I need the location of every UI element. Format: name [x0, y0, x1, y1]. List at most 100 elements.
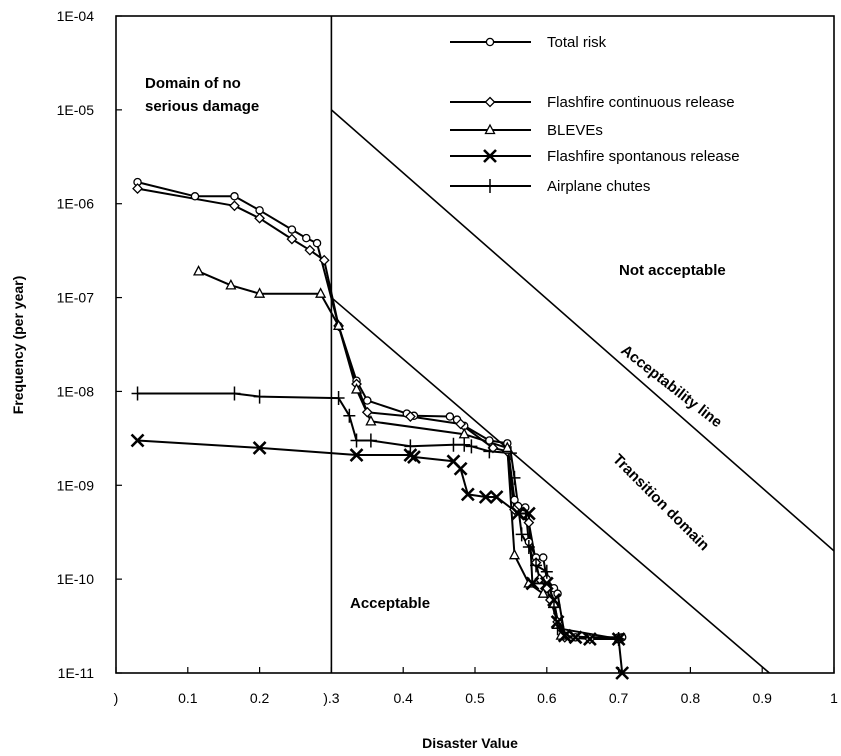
x-tick-label: ) — [114, 690, 119, 706]
point-flashfire-spontanous-release — [252, 441, 267, 455]
x-tick-label: 0.1 — [178, 690, 198, 706]
legend-item-airplane-chutes: Airplane chutes — [450, 178, 650, 195]
point-flashfire-spontanous-release — [525, 576, 540, 591]
point-flashfire-spontanous-release — [460, 487, 475, 502]
point-airplane-chutes — [483, 444, 496, 459]
point-total-risk — [538, 553, 548, 562]
point-total-risk — [445, 412, 455, 421]
point-flashfire-continuous-release — [286, 233, 298, 245]
point-airplane-chutes — [131, 386, 144, 401]
y-axis-title: Frequency (per year) — [10, 276, 26, 415]
point-airplane-chutes — [508, 470, 521, 485]
point-airplane-chutes — [364, 433, 377, 448]
point-flashfire-spontanous-release — [521, 506, 536, 521]
x-tick-label: 0.2 — [250, 690, 270, 706]
point-bleves — [365, 414, 377, 426]
annotation-not-acceptable: Not acceptable — [619, 262, 726, 279]
point-airplane-chutes — [540, 564, 553, 579]
point-flashfire-spontanous-release — [130, 433, 145, 448]
annotation-no-damage-2: serious damage — [145, 98, 259, 115]
x-tick-label: 1 — [830, 690, 838, 706]
series-line-total-risk — [137, 181, 623, 639]
point-airplane-chutes — [547, 600, 560, 615]
markers-layer — [130, 177, 630, 680]
point-airplane-chutes — [530, 558, 543, 573]
ticks-layer: ) 0.1 0.2).3 0.4 0.5 0.6 0.7 0.8 0.9 1 1E-04 1E-05 1… — [57, 8, 838, 706]
point-flashfire-spontanous-release — [478, 490, 493, 504]
point-airplane-chutes — [504, 446, 517, 461]
point-bleves — [333, 319, 345, 330]
y-tick-label: 1E-07 — [57, 290, 95, 306]
legend-item-flashfire-continuous-release: Flashfire continuous release — [450, 94, 735, 111]
point-flashfire-continuous-release — [132, 183, 143, 194]
transition-line — [330, 296, 770, 673]
point-flashfire-spontanous-release — [539, 576, 554, 591]
point-airplane-chutes — [228, 386, 241, 401]
x-tick-label: 0.9 — [752, 690, 772, 706]
point-flashfire-continuous-release — [455, 418, 467, 430]
reference-lines — [330, 16, 834, 673]
annotation-acceptability-line-label: Acceptability line — [618, 342, 726, 431]
point-total-risk — [230, 192, 239, 201]
annotation-acceptable: Acceptable — [350, 595, 430, 612]
legend-marker-airplane-chutes — [484, 179, 496, 193]
x-tick-label: 0.6 — [537, 690, 557, 706]
point-bleves — [458, 427, 470, 439]
point-bleves — [537, 587, 549, 598]
legend-marker-total-risk — [485, 37, 495, 47]
legend-item-bleves: BLEVEs — [450, 122, 603, 139]
point-airplane-chutes — [551, 621, 564, 636]
point-airplane-chutes — [350, 433, 363, 448]
y-tick-label: 1E-10 — [57, 571, 95, 587]
point-bleves — [501, 441, 513, 453]
legend-label: Total risk — [547, 34, 607, 51]
point-airplane-chutes — [465, 439, 478, 454]
y-tick-label: 1E-08 — [57, 383, 95, 399]
x-tick-label: 0.8 — [681, 690, 701, 706]
point-flashfire-continuous-release — [254, 212, 266, 224]
point-flashfire-spontanous-release — [511, 506, 525, 521]
point-flashfire-spontanous-release — [453, 461, 468, 476]
point-total-risk — [287, 225, 297, 234]
legend-marker-bleves — [484, 123, 496, 135]
point-flashfire-spontanous-release — [489, 490, 504, 504]
point-flashfire-continuous-release — [404, 411, 416, 422]
point-flashfire-spontanous-release — [547, 593, 561, 607]
x-tick-label: 0.7 — [609, 690, 629, 706]
point-flashfire-spontanous-release — [349, 448, 364, 462]
point-bleves — [192, 265, 205, 276]
point-flashfire-spontanous-release — [568, 630, 583, 645]
point-bleves — [254, 287, 266, 298]
legend-label: Airplane chutes — [547, 178, 650, 195]
point-airplane-chutes — [458, 437, 471, 452]
point-airplane-chutes — [332, 391, 345, 406]
point-total-risk — [312, 238, 322, 248]
point-airplane-chutes — [447, 437, 460, 452]
legend: Total risk Flashfire continuous release BL… — [450, 34, 740, 195]
legend-label: Flashfire spontanous release — [547, 148, 740, 165]
point-total-risk — [363, 396, 372, 405]
y-tick-label: 1E-06 — [57, 196, 95, 212]
point-flashfire-continuous-release — [361, 406, 373, 418]
x-tick-label: ).3 — [323, 690, 340, 706]
annotation-no-damage-1: Domain of no — [145, 75, 241, 92]
point-bleves — [225, 278, 237, 290]
point-airplane-chutes — [522, 540, 535, 555]
point-airplane-chutes — [343, 408, 356, 423]
y-tick-label: 1E-09 — [57, 477, 95, 493]
point-total-risk — [302, 233, 311, 243]
point-bleves — [315, 287, 327, 298]
y-tick-label: 1E-05 — [57, 102, 95, 118]
legend-item-total-risk: Total risk — [450, 34, 607, 51]
point-flashfire-continuous-release — [304, 244, 316, 256]
point-flashfire-continuous-release — [318, 254, 330, 266]
y-tick-label: 1E-04 — [57, 8, 95, 24]
point-total-risk — [190, 192, 200, 201]
x-axis-title: Disaster Value — [422, 735, 518, 751]
legend-marker-flashfire-spontanous-release — [483, 149, 497, 163]
point-flashfire-spontanous-release — [557, 628, 572, 643]
series-line-flashfire-spontanous-release — [137, 439, 624, 673]
point-airplane-chutes — [515, 527, 528, 542]
x-tick-label: 0.4 — [393, 690, 413, 706]
